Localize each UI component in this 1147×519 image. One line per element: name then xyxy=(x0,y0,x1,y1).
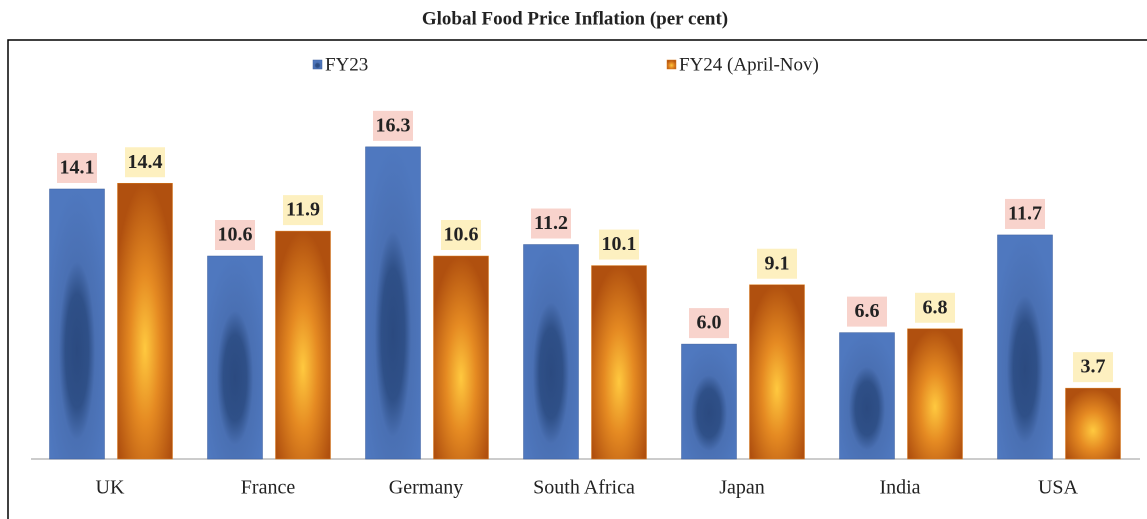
value-label-box xyxy=(373,110,413,141)
value-label: 11.9 xyxy=(286,199,320,221)
legend-label: FY24 (April-Nov) xyxy=(679,54,819,75)
value-label-box xyxy=(1005,198,1045,229)
frame xyxy=(7,39,1147,519)
value-label: 14.1 xyxy=(60,157,95,179)
value-label-box xyxy=(57,152,97,183)
value-label: 10.1 xyxy=(602,233,637,255)
value-label-box xyxy=(1073,352,1113,383)
value-label: 10.6 xyxy=(218,224,253,246)
bar xyxy=(1065,387,1121,460)
bar xyxy=(117,182,173,460)
bar xyxy=(749,284,805,460)
x-tick-label: UK xyxy=(96,477,125,499)
bar xyxy=(681,343,737,460)
value-label: 14.4 xyxy=(128,151,163,173)
bar xyxy=(997,234,1053,460)
value-label: 6.8 xyxy=(923,296,948,318)
value-label: 9.1 xyxy=(765,252,790,274)
value-label: 6.0 xyxy=(697,312,722,334)
bar xyxy=(365,146,421,460)
value-label-box xyxy=(757,248,797,279)
legend-swatch xyxy=(666,59,677,70)
bar xyxy=(275,230,331,460)
bar xyxy=(49,188,105,460)
legend-label: FY23 xyxy=(325,54,368,75)
x-tick-label: India xyxy=(879,477,920,499)
value-label: 6.6 xyxy=(855,300,880,322)
value-label-box xyxy=(847,296,887,327)
value-label: 16.3 xyxy=(376,114,411,136)
bar xyxy=(591,265,647,460)
value-label-box xyxy=(283,195,323,226)
bar xyxy=(907,328,963,460)
value-label-box xyxy=(531,208,571,239)
x-tick-label: South Africa xyxy=(533,477,635,499)
value-label-box xyxy=(915,292,955,323)
value-label-box xyxy=(215,220,255,251)
value-label: 11.7 xyxy=(1008,203,1042,225)
bar xyxy=(523,244,579,460)
value-label-box xyxy=(689,308,729,339)
value-label-box xyxy=(125,147,165,178)
bar xyxy=(433,255,489,460)
x-tick-label: USA xyxy=(1038,477,1079,499)
value-label: 10.6 xyxy=(444,224,479,246)
x-tick-label: Germany xyxy=(389,477,463,499)
chart-title: Global Food Price Inflation (per cent) xyxy=(422,8,728,29)
value-label-box xyxy=(441,220,481,251)
value-label-box xyxy=(599,229,639,260)
legend-swatch xyxy=(312,59,323,70)
bar xyxy=(207,255,263,460)
x-tick-label: France xyxy=(241,477,296,499)
bar xyxy=(839,332,895,460)
x-tick-label: Japan xyxy=(719,477,765,499)
value-label: 11.2 xyxy=(534,212,568,234)
value-label: 3.7 xyxy=(1081,356,1106,378)
